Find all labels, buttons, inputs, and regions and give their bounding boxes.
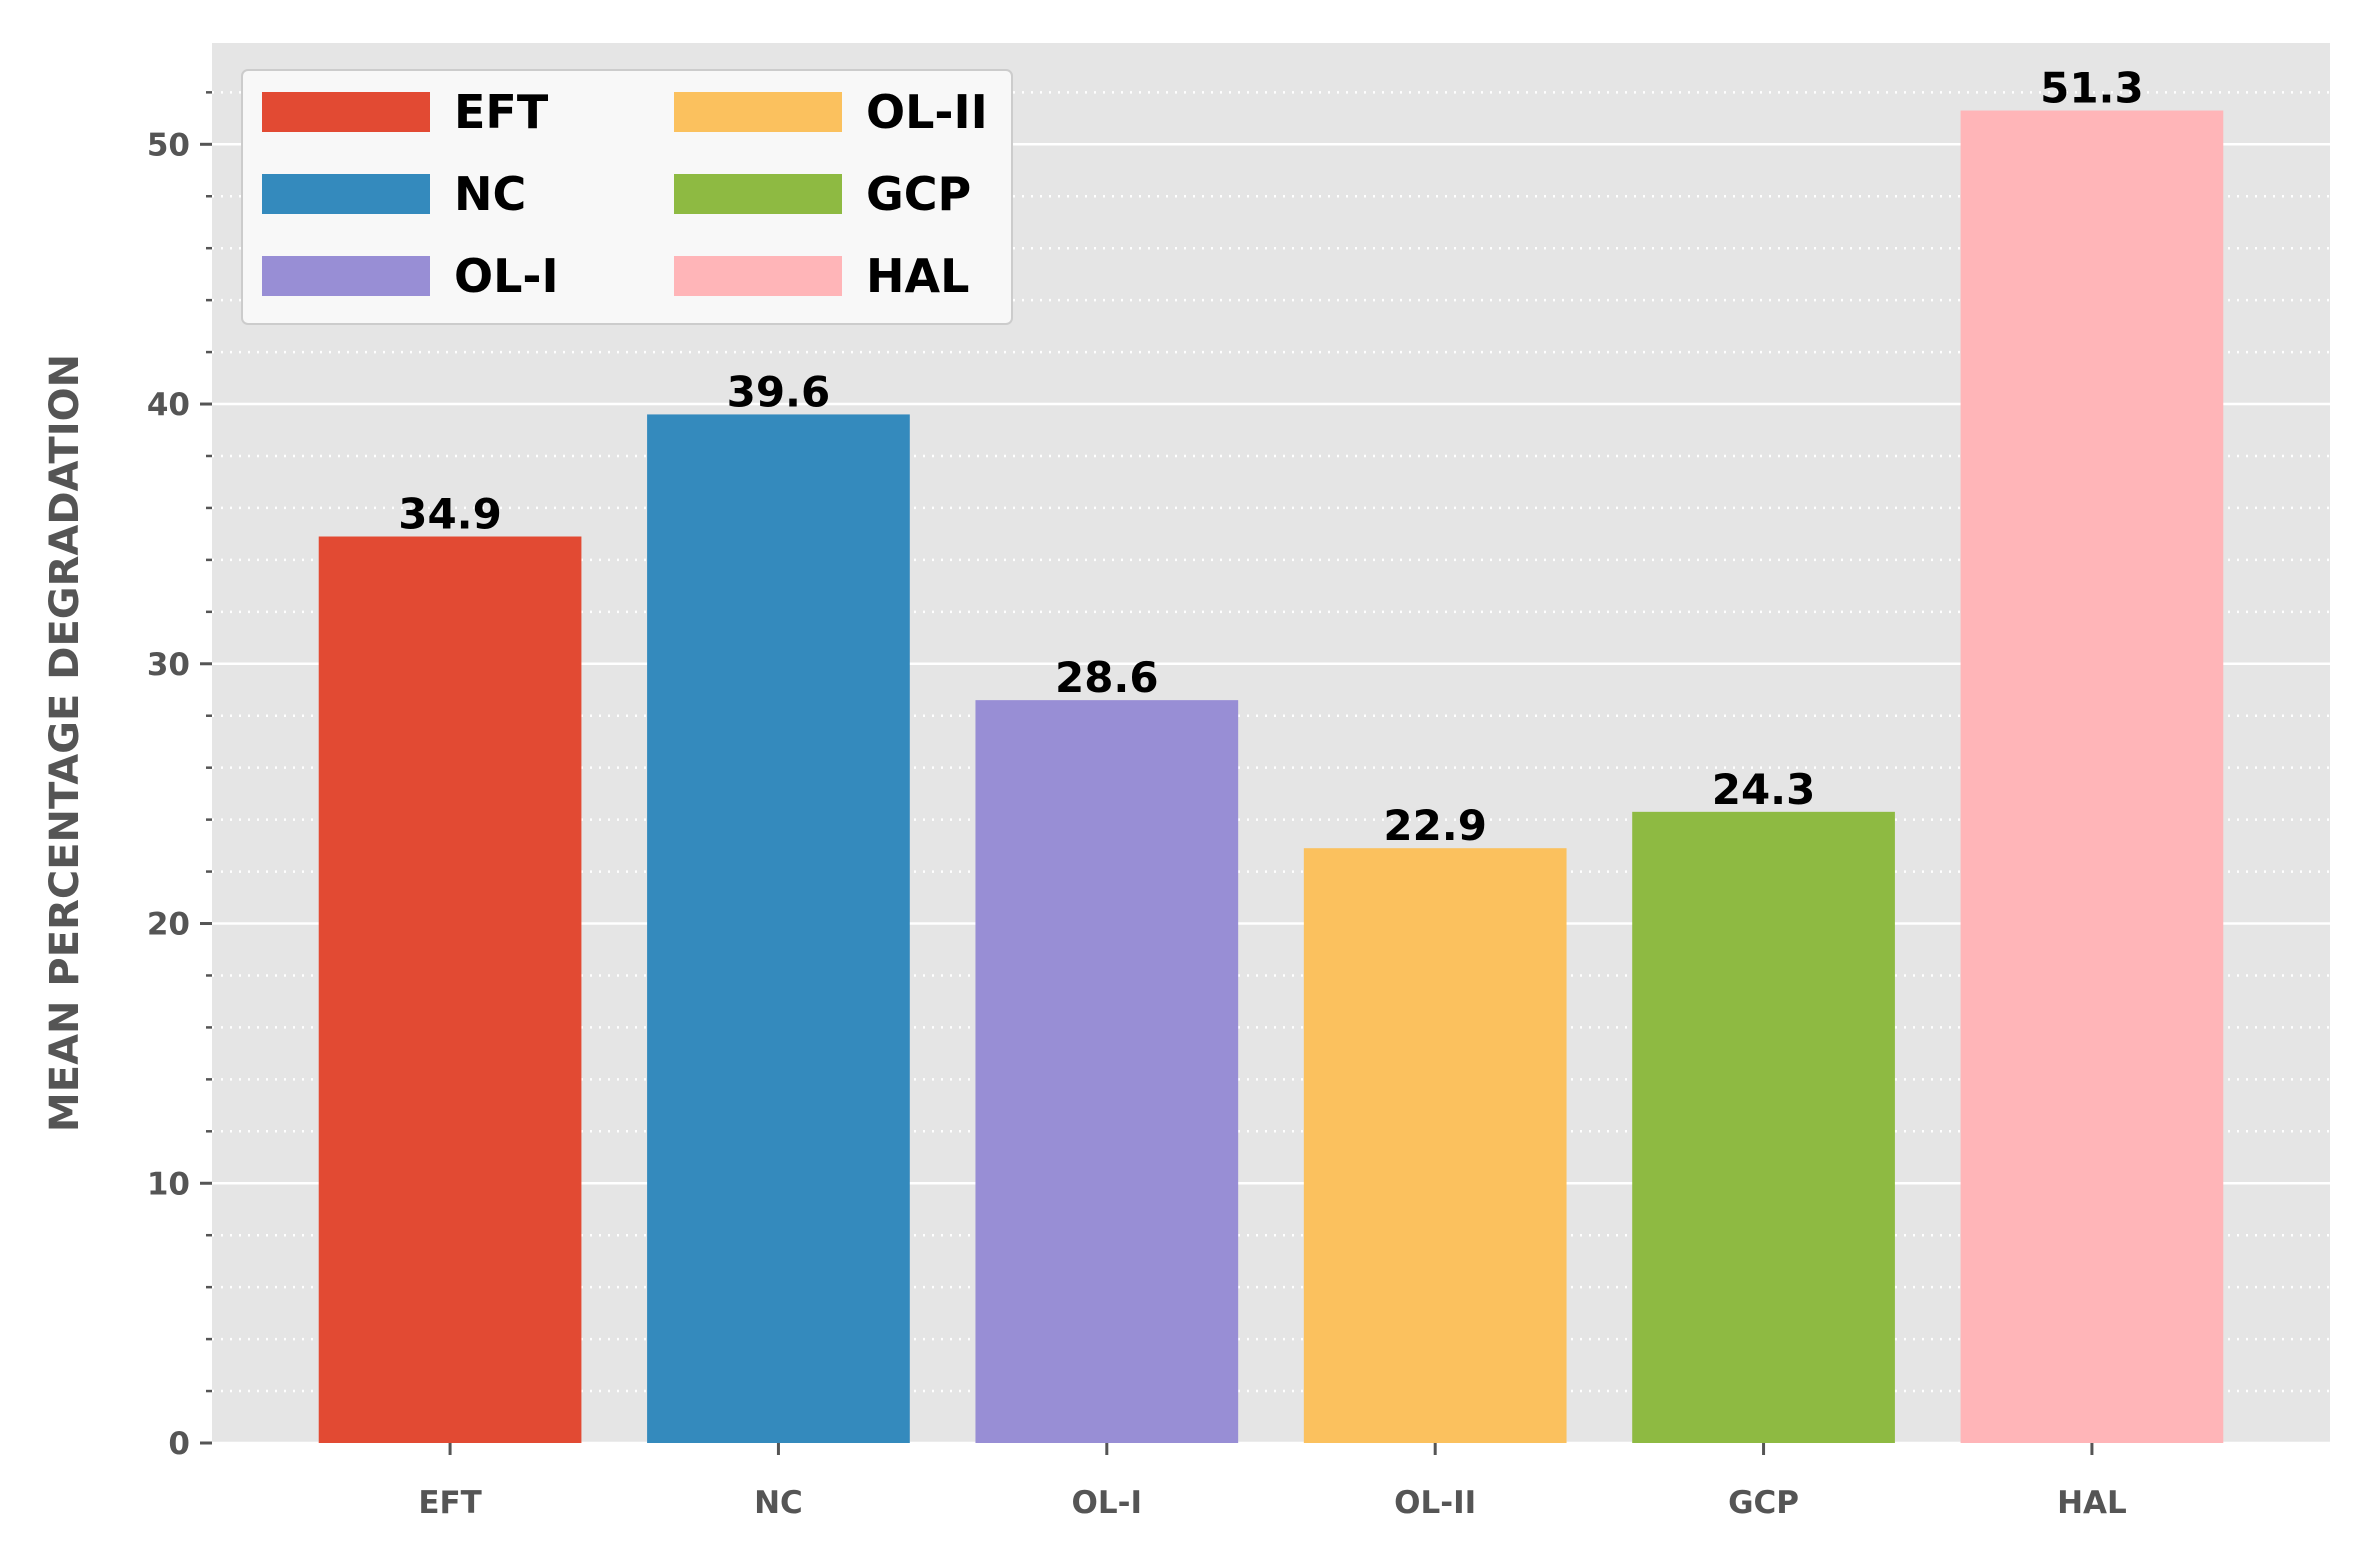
y-tick-label: 10 bbox=[147, 1166, 190, 1202]
x-tick-label: NC bbox=[754, 1485, 803, 1521]
legend: EFT NC OL-I OL-II GCP HAL bbox=[241, 69, 1013, 325]
y-tick-label: 50 bbox=[147, 127, 190, 163]
data-label: 22.9 bbox=[1383, 801, 1487, 850]
data-label: 34.9 bbox=[398, 490, 502, 539]
legend-label: OL-I bbox=[454, 249, 559, 303]
legend-swatch bbox=[674, 174, 842, 214]
bars bbox=[318, 110, 2224, 1443]
legend-label: OL-II bbox=[866, 85, 988, 139]
bar-eft bbox=[318, 536, 582, 1443]
legend-swatch bbox=[262, 256, 430, 296]
y-tick-label: 40 bbox=[147, 387, 190, 423]
bar-nc bbox=[647, 414, 910, 1443]
y-tick-label: 30 bbox=[147, 647, 190, 683]
legend-label: NC bbox=[454, 167, 526, 221]
bar-gcp bbox=[1632, 811, 1895, 1443]
y-axis-title: MEAN PERCENTAGE DEGRADATION bbox=[42, 354, 88, 1132]
x-tick-label: OL-I bbox=[1072, 1485, 1143, 1521]
bar-ol-i bbox=[975, 700, 1239, 1443]
x-tick-label: HAL bbox=[2057, 1485, 2127, 1521]
data-label: 24.3 bbox=[1712, 765, 1816, 814]
y-tick-label: 20 bbox=[147, 907, 190, 943]
legend-label: GCP bbox=[866, 167, 971, 221]
data-label: 51.3 bbox=[2040, 64, 2144, 113]
data-label: 39.6 bbox=[727, 367, 831, 416]
legend-swatch bbox=[674, 256, 842, 296]
x-tick-label: OL-II bbox=[1394, 1485, 1476, 1521]
x-tick-label: GCP bbox=[1728, 1485, 1799, 1521]
legend-label: EFT bbox=[454, 85, 549, 139]
x-tick-label: EFT bbox=[418, 1485, 482, 1521]
legend-label: HAL bbox=[866, 249, 969, 303]
bar-ol-ii bbox=[1303, 848, 1567, 1443]
legend-swatch bbox=[674, 92, 842, 132]
axis-ticks: 0 10 20 30 40 50 EFT NC OL-I OL-II GCP HAL bbox=[147, 91, 2127, 1521]
y-tick-label: 0 bbox=[168, 1426, 190, 1462]
data-label: 28.6 bbox=[1055, 653, 1159, 702]
data-labels: 34.9 39.6 28.6 22.9 24.3 51.3 bbox=[398, 64, 2144, 851]
legend-swatch bbox=[262, 174, 430, 214]
legend-swatch bbox=[262, 92, 430, 132]
bar-hal bbox=[1960, 110, 2224, 1443]
